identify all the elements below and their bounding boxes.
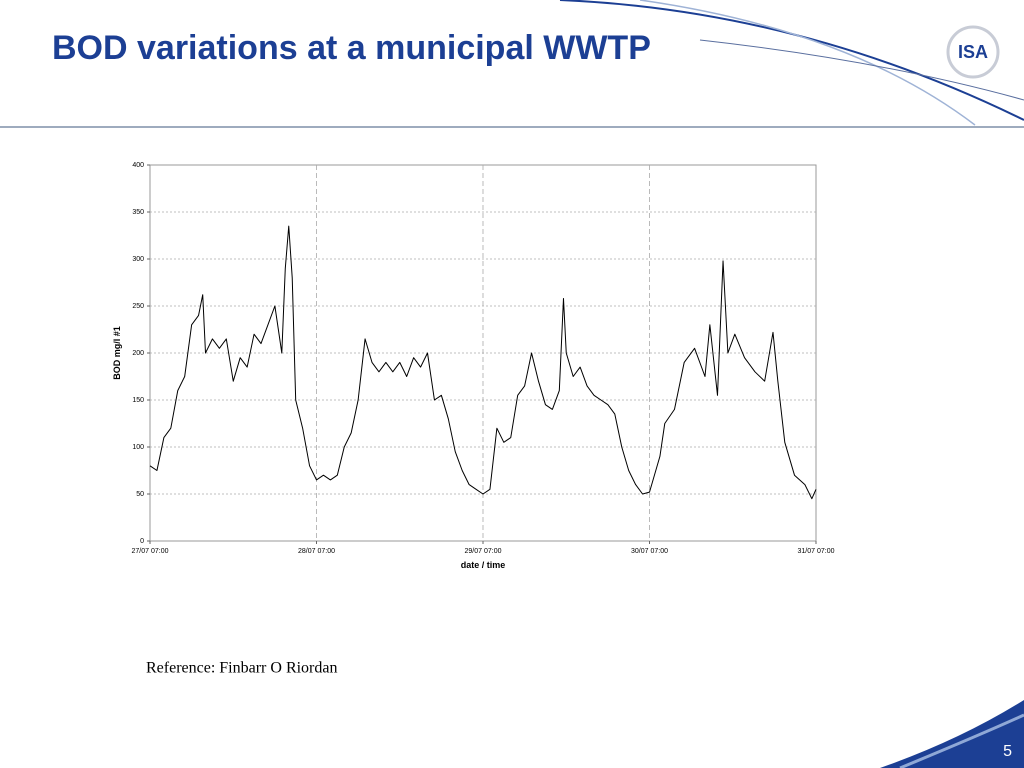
x-tick-label: 27/07 07:00 [132, 548, 169, 555]
x-tick-label: 31/07 07:00 [798, 548, 835, 555]
x-axis-label: date / time [461, 560, 506, 570]
page-number: 5 [1003, 743, 1012, 760]
data-line [149, 225, 817, 500]
y-tick-label: 0 [140, 538, 144, 545]
y-tick-label: 350 [132, 209, 144, 216]
logo-text: ISA [958, 42, 988, 62]
x-tick-label: 28/07 07:00 [298, 548, 335, 555]
y-tick-label: 100 [132, 444, 144, 451]
y-tick-label: 50 [136, 491, 144, 498]
slide-title: BOD variations at a municipal WWTP [52, 29, 651, 67]
y-tick-label: 300 [132, 256, 144, 263]
y-tick-label: 150 [132, 397, 144, 404]
reference: Reference: Finbarr O Riordan [146, 660, 337, 677]
y-tick-label: 400 [132, 162, 144, 169]
y-axis-label: BOD mg/l #1 [112, 326, 122, 380]
y-tick-label: 200 [132, 350, 144, 357]
x-tick-label: 29/07 07:00 [465, 548, 502, 555]
x-tick-label: 30/07 07:00 [631, 548, 668, 555]
y-tick-label: 250 [132, 303, 144, 310]
